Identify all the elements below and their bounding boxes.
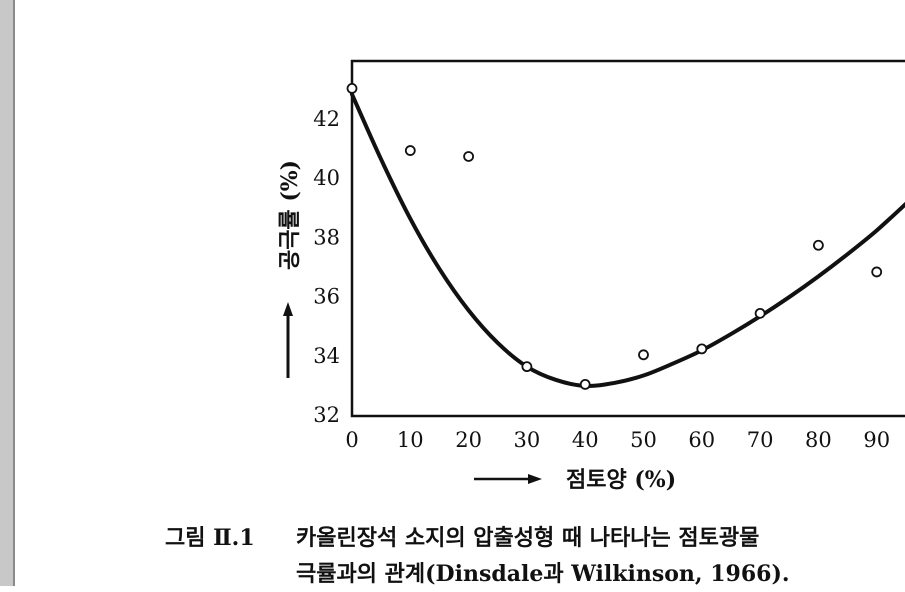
data-point (521, 361, 533, 373)
y-axis-label: 공극률 (%) (277, 160, 303, 270)
data-point (754, 307, 766, 319)
x-tick-label: 60 (688, 428, 715, 452)
left-margin-edge (13, 0, 15, 586)
data-point (346, 83, 358, 94)
data-point (463, 151, 475, 162)
y-axis-arrow (283, 302, 293, 378)
y-axis-ticks: 32 34 36 38 40 42 (313, 107, 340, 427)
data-point (638, 349, 649, 361)
y-tick-label: 40 (313, 166, 340, 190)
x-tick-label: 80 (805, 428, 832, 452)
x-tick-label: 40 (572, 428, 599, 452)
data-point (404, 145, 416, 156)
fitted-curve (350, 92, 905, 388)
x-tick-label: 30 (514, 428, 541, 452)
y-tick-label: 38 (313, 225, 340, 249)
caption-line-2: 극률과의 관계(Dinsdale과 Wilkinson, 1966). (296, 561, 790, 587)
x-tick-label: 20 (455, 428, 482, 452)
x-axis-label: 점토양 (%) (566, 467, 676, 493)
y-tick-label: 32 (313, 403, 340, 427)
figure-number: 그림 Ⅱ.1 (165, 525, 255, 551)
data-point (696, 343, 708, 355)
x-tick-label: 70 (747, 428, 774, 452)
y-tick-label: 34 (313, 344, 340, 368)
figure-caption: 그림 Ⅱ.1 카올린장석 소지의 압출성형 때 나타나는 점토광물 극률과의 관계… (165, 520, 905, 592)
caption-line-1: 그림 Ⅱ.1 카올린장석 소지의 압출성형 때 나타나는 점토광물 (165, 520, 905, 556)
y-tick-label: 42 (313, 107, 340, 131)
data-point (813, 239, 824, 251)
caption-text-1: 카올린장석 소지의 압출성형 때 나타나는 점토광물 (296, 525, 760, 551)
x-axis-arrow (474, 474, 542, 484)
porosity-chart: 32 34 36 38 40 42 0 10 20 30 40 50 60 70 80 90 공극률 (%)… (277, 59, 905, 493)
plot-frame (350, 59, 905, 418)
x-tick-label: 90 (863, 428, 890, 452)
x-tick-label: 10 (397, 428, 424, 452)
data-point (579, 378, 591, 390)
x-tick-label: 0 (345, 428, 358, 452)
left-margin-bar (0, 0, 13, 586)
y-tick-label: 36 (313, 285, 340, 309)
data-points (346, 83, 883, 390)
data-point (871, 266, 883, 278)
x-axis-ticks: 0 10 20 30 40 50 60 70 80 90 (345, 428, 890, 452)
x-tick-label: 50 (630, 428, 657, 452)
